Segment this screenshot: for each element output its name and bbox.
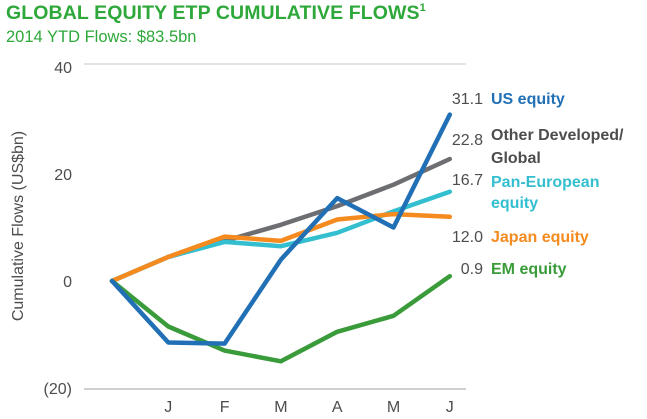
series-name-label: equity (491, 195, 538, 212)
y-tick-label: 0 (63, 274, 72, 291)
series-end-value: 12.0 (452, 229, 483, 246)
x-tick-label: J (164, 399, 172, 416)
series-line-us-equity (109, 112, 453, 346)
y-axis-title: Cumulative Flows (US$bn) (10, 131, 27, 321)
y-tick-label: (20) (44, 381, 72, 398)
x-tick-label: A (332, 399, 343, 416)
series-name-label: Pan-European (491, 174, 599, 191)
series-line-japan-equity (109, 211, 453, 284)
x-tick-label: F (220, 399, 230, 416)
series-end-value: 16.7 (452, 172, 483, 189)
x-tick-label: M (274, 399, 287, 416)
x-tick-label: M (387, 399, 400, 416)
series-end-value: 31.1 (452, 91, 483, 108)
series-name-label: Japan equity (491, 229, 589, 246)
series-name-label: EM equity (491, 261, 567, 278)
chart-title: GLOBAL EQUITY ETP CUMULATIVE FLOWS1 (6, 2, 426, 25)
series-line-em-equity (109, 273, 453, 364)
chart-title-text: GLOBAL EQUITY ETP CUMULATIVE FLOWS (6, 2, 420, 24)
series-name-label: Global (491, 150, 541, 167)
chart-subtitle: 2014 YTD Flows: $83.5bn (6, 28, 197, 46)
series-end-value: 0.9 (461, 261, 483, 278)
y-tick-label: 20 (54, 167, 72, 184)
series-end-value: 22.8 (452, 132, 483, 149)
x-tick-label: J (446, 399, 454, 416)
series-line-pan-european-equity (109, 189, 453, 284)
y-tick-label: 40 (54, 60, 72, 77)
series-name-label: Other Developed/ (491, 127, 624, 144)
series-name-label: US equity (491, 91, 565, 108)
title-footnote-marker: 1 (419, 1, 426, 14)
